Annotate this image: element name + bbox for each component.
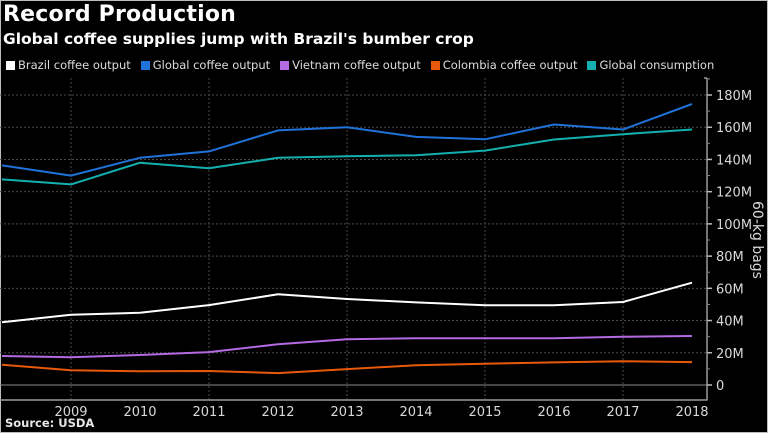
legend-label-colombia: Colombia coffee output	[442, 58, 578, 72]
y-tick-label: 60M	[716, 282, 744, 297]
x-tick-label: 2009	[54, 405, 87, 420]
legend-item-global-output: Global coffee output	[140, 58, 271, 72]
legend-item-colombia: Colombia coffee output	[430, 58, 578, 72]
y-tick-label: 100M	[716, 218, 752, 233]
legend-label-vietnam: Vietnam coffee output	[292, 58, 421, 72]
legend-swatch-global-output	[140, 60, 150, 70]
legend-item-brazil: Brazil coffee output	[6, 58, 131, 72]
legend-item-global-consumption: Global consumption	[587, 58, 714, 72]
y-tick-label: 140M	[716, 153, 752, 168]
x-tick-label: 2014	[399, 405, 432, 420]
x-tick-label: 2011	[192, 405, 225, 420]
legend-label-global-consumption: Global consumption	[599, 58, 715, 72]
y-tick-label: 40M	[716, 315, 744, 330]
x-tick-label: 2016	[537, 405, 570, 420]
series-lines	[1, 103, 693, 375]
y-tick-label: 160M	[716, 121, 752, 136]
y-tick-label: 0	[716, 379, 724, 394]
chart-subtitle: Global coffee supplies jump with Brazil'…	[3, 30, 474, 48]
legend-label-brazil: Brazil coffee output	[18, 58, 131, 72]
legend-swatch-colombia	[430, 60, 440, 70]
y-tick-label: 120M	[716, 186, 752, 201]
y-tick-label: 80M	[716, 250, 744, 265]
y-tick-label: 180M	[716, 89, 752, 104]
x-tick-label: 2010	[123, 405, 156, 420]
series-line-global-consumption	[1, 128, 693, 186]
legend: Brazil coffee output Global coffee outpu…	[6, 58, 724, 72]
x-tick-label: 2015	[468, 405, 501, 420]
x-tick-label: 2013	[330, 405, 363, 420]
source-note: Source: USDA	[5, 416, 95, 430]
gridlines	[0, 78, 707, 400]
legend-label-global-output: Global coffee output	[152, 58, 271, 72]
y-tick-label: 20M	[716, 347, 744, 362]
series-line-brazil-output	[1, 281, 693, 324]
series-line-colombia-output	[1, 360, 693, 375]
legend-item-vietnam: Vietnam coffee output	[280, 58, 421, 72]
x-tick-label: 2018	[675, 405, 708, 420]
series-line-vietnam-output	[1, 335, 693, 359]
legend-swatch-vietnam	[280, 60, 290, 70]
x-tick-label: 2017	[606, 405, 639, 420]
x-tick-label: 2012	[261, 405, 294, 420]
legend-swatch-brazil	[6, 60, 15, 70]
chart-title: Record Production	[3, 2, 237, 27]
y-axis-label: 60-kg bags	[749, 201, 765, 279]
series-line-global-output	[1, 103, 693, 177]
legend-swatch-global-consumption	[587, 60, 597, 70]
axes: 0 20M 40M 60M 80M 100M 120M 140M 160M 180M 2009 201…	[0, 77, 752, 420]
